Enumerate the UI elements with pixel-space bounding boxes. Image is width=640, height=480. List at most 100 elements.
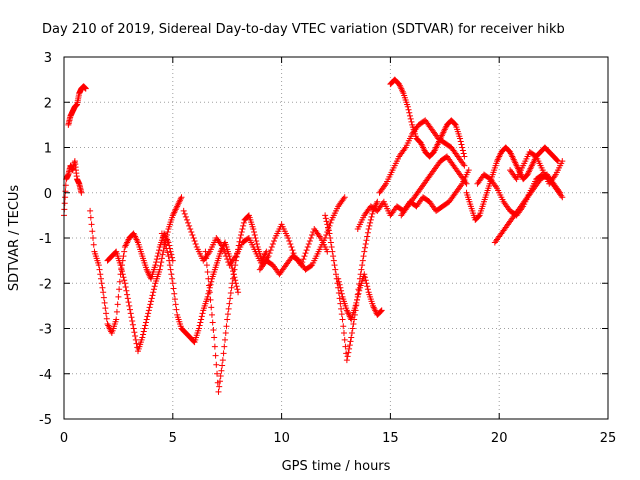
data-point-interp (128, 314, 135, 321)
data-point-interp (208, 311, 215, 318)
data-point-interp (216, 383, 223, 390)
series-arc10 (335, 271, 385, 323)
data-point-interp (209, 319, 216, 326)
y-tick-label: -5 (39, 413, 52, 428)
data-point-interp (355, 290, 362, 297)
data-point-interp (269, 241, 276, 248)
data-point (285, 235, 292, 241)
grid-lines (64, 57, 608, 419)
data-point-interp (231, 274, 238, 281)
data-point (235, 289, 242, 296)
data-point-interp (198, 313, 205, 320)
data-point-interp (336, 281, 343, 288)
data-point-interp (198, 316, 205, 323)
data-point-interp (171, 296, 178, 303)
data-point (87, 207, 94, 214)
y-axis-label: SDTVAR / TECUs (7, 185, 22, 292)
data-point-interp (237, 231, 244, 238)
data-point-interp (120, 253, 127, 260)
data-point-interp (197, 319, 204, 326)
data-point-interp (144, 313, 151, 320)
data-point-interp (451, 121, 458, 128)
data-point (352, 302, 359, 309)
data-point-interp (222, 250, 229, 257)
data-point-interp (97, 275, 104, 282)
data-point-interp (116, 286, 123, 293)
data-point-interp (163, 235, 170, 241)
data-point-interp (119, 268, 126, 275)
data-point (559, 194, 566, 201)
data-point-interp (103, 315, 110, 322)
y-tick-label: 2 (44, 96, 52, 111)
data-point-interp (348, 330, 355, 337)
data-point-interp (154, 253, 161, 260)
series-arc14 (398, 153, 470, 219)
data-point-interp (305, 241, 312, 248)
data-point-interp (214, 370, 221, 377)
data-point-interp (364, 229, 371, 236)
data-point-interp (121, 248, 128, 255)
data-point-interp (230, 268, 237, 275)
data-point-interp (163, 245, 170, 252)
data-point-interp (169, 275, 176, 282)
data-point-interp (204, 268, 211, 275)
data-point (152, 262, 159, 269)
data-point-interp (140, 328, 147, 335)
data-point-interp (286, 238, 293, 245)
data-point-interp (229, 280, 236, 287)
data-point-interp (225, 305, 232, 312)
data-point (178, 194, 185, 201)
data-point-interp (210, 327, 217, 334)
data-point (219, 244, 226, 251)
data-point-interp (153, 256, 160, 263)
series-arc2 (65, 83, 89, 128)
data-point-interp (100, 294, 107, 301)
data-point (465, 167, 472, 174)
data-point-interp (150, 289, 157, 296)
data-point-interp (300, 256, 307, 263)
data-point-interp (122, 284, 129, 291)
data-point-interp (188, 228, 195, 235)
data-point (126, 302, 133, 309)
data-point (195, 325, 202, 332)
data-point-interp (252, 235, 259, 241)
series-arc5 (158, 230, 242, 346)
data-point-interp (217, 373, 224, 380)
data-point-interp (98, 280, 105, 287)
data-point-interp (118, 265, 125, 272)
data-point-interp (189, 231, 196, 238)
data-point-interp (61, 200, 68, 207)
data-point-interp (205, 275, 212, 282)
data-point-interp (90, 235, 97, 241)
data-point-interp (213, 361, 220, 368)
data-point-interp (358, 266, 365, 273)
data-point (237, 235, 244, 241)
data-point (204, 293, 211, 300)
data-point-interp (328, 244, 335, 251)
data-point-interp (119, 271, 126, 278)
data-point-interp (344, 353, 351, 360)
data-point-interp (347, 338, 354, 345)
data-point-interp (233, 283, 240, 290)
data-point-interp (216, 378, 223, 385)
x-tick-label: 5 (169, 431, 177, 446)
data-point-interp (160, 234, 167, 241)
data-point (117, 262, 124, 269)
data-point-interp (90, 241, 97, 248)
data-point-interp (147, 301, 154, 308)
data-point-interp (101, 299, 108, 306)
data-point-interp (342, 343, 349, 350)
data-point-interp (330, 253, 337, 260)
data-point-interp (362, 244, 369, 251)
data-point-interp (266, 250, 273, 257)
data-point-interp (231, 266, 238, 273)
data-point-interp (62, 194, 69, 201)
data-point (78, 189, 85, 196)
data-point-interp (158, 259, 165, 266)
data-point-interp (251, 228, 258, 235)
data-point-interp (253, 238, 260, 245)
data-point-interp (327, 219, 334, 226)
data-point-interp (408, 118, 415, 125)
data-point (361, 248, 368, 255)
data-point (304, 244, 311, 251)
